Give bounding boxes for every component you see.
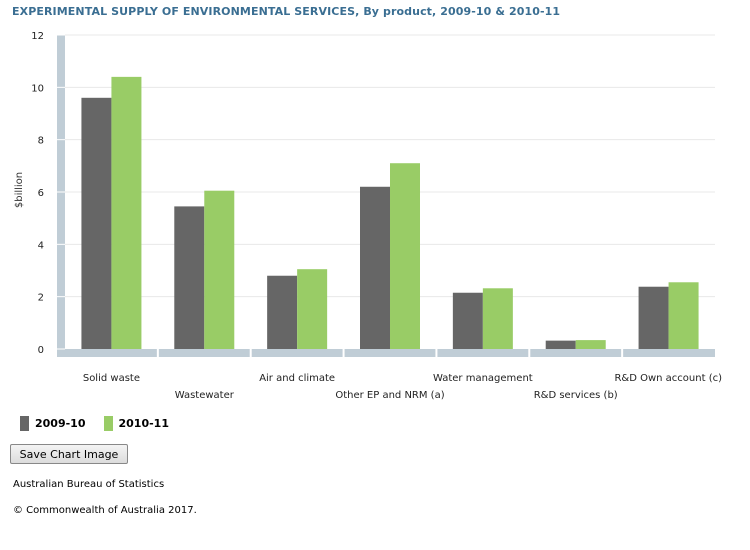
source-text: Australian Bureau of Statistics: [13, 479, 165, 490]
y-tick-label: 2: [38, 293, 44, 304]
y-tick-label: 8: [38, 136, 44, 147]
bars: [81, 76, 699, 349]
x-tick-labels: Solid waste Wastewater Air and climateOthe…: [83, 373, 722, 401]
y-tick-label: 6: [38, 188, 44, 199]
x-tick-label: R&D Own account (c): [614, 373, 722, 384]
legend-item-series-2: 2010-11: [103, 416, 170, 431]
y-axis-line: [57, 35, 65, 357]
bar-1-2: [267, 275, 298, 349]
save-chart-image-button[interactable]: Save Chart Image: [10, 444, 128, 464]
x-tick-label: Water management: [433, 373, 533, 384]
copyright-text: © Commonwealth of Australia 2017.: [13, 505, 197, 516]
bar-chart: 0 2 4 6 8 10 12 Solid waste Wastewater Air and c…: [14, 31, 722, 401]
bar-1-4: [452, 292, 483, 349]
y-tick-label: 4: [38, 240, 44, 251]
bar-2-1: [204, 190, 235, 349]
legend-item-series-1: 2009-10: [20, 416, 86, 431]
bar-2-4: [482, 288, 513, 349]
bar-1-3: [360, 186, 390, 349]
bar-1-0: [81, 97, 112, 349]
legend-swatch-series-1: [20, 416, 29, 431]
bar-2-5: [575, 340, 606, 349]
bar-2-3: [390, 163, 420, 349]
y-axis-label: $billion: [14, 172, 25, 208]
bar-2-6: [668, 282, 699, 349]
y-axis: 0 2 4 6 8 10 12: [31, 31, 65, 357]
legend-label-series-2: 2010-11: [118, 417, 170, 430]
y-tick-label: 0: [38, 345, 44, 356]
x-tick-label: Other EP and NRM (a): [335, 390, 444, 401]
legend: 2009-10 2010-11: [20, 416, 169, 431]
x-tick-label: Solid waste: [83, 373, 140, 384]
bar-1-1: [174, 206, 205, 349]
x-tick-label: R&D services (b): [534, 390, 618, 401]
y-tick-label: 12: [31, 31, 44, 42]
bar-1-6: [638, 286, 669, 349]
bar-1-5: [545, 340, 576, 349]
y-tick-label: 10: [31, 83, 44, 94]
bar-2-2: [297, 269, 328, 349]
legend-swatch-series-2: [103, 416, 113, 431]
legend-label-series-1: 2009-10: [35, 417, 86, 430]
x-axis: [65, 349, 715, 357]
x-axis-line: [65, 349, 715, 357]
chart-title: EXPERIMENTAL SUPPLY OF ENVIRONMENTAL SER…: [12, 5, 561, 18]
bar-2-0: [111, 76, 142, 349]
x-tick-label: Air and climate: [259, 373, 335, 384]
x-tick-label: Wastewater: [175, 390, 235, 401]
